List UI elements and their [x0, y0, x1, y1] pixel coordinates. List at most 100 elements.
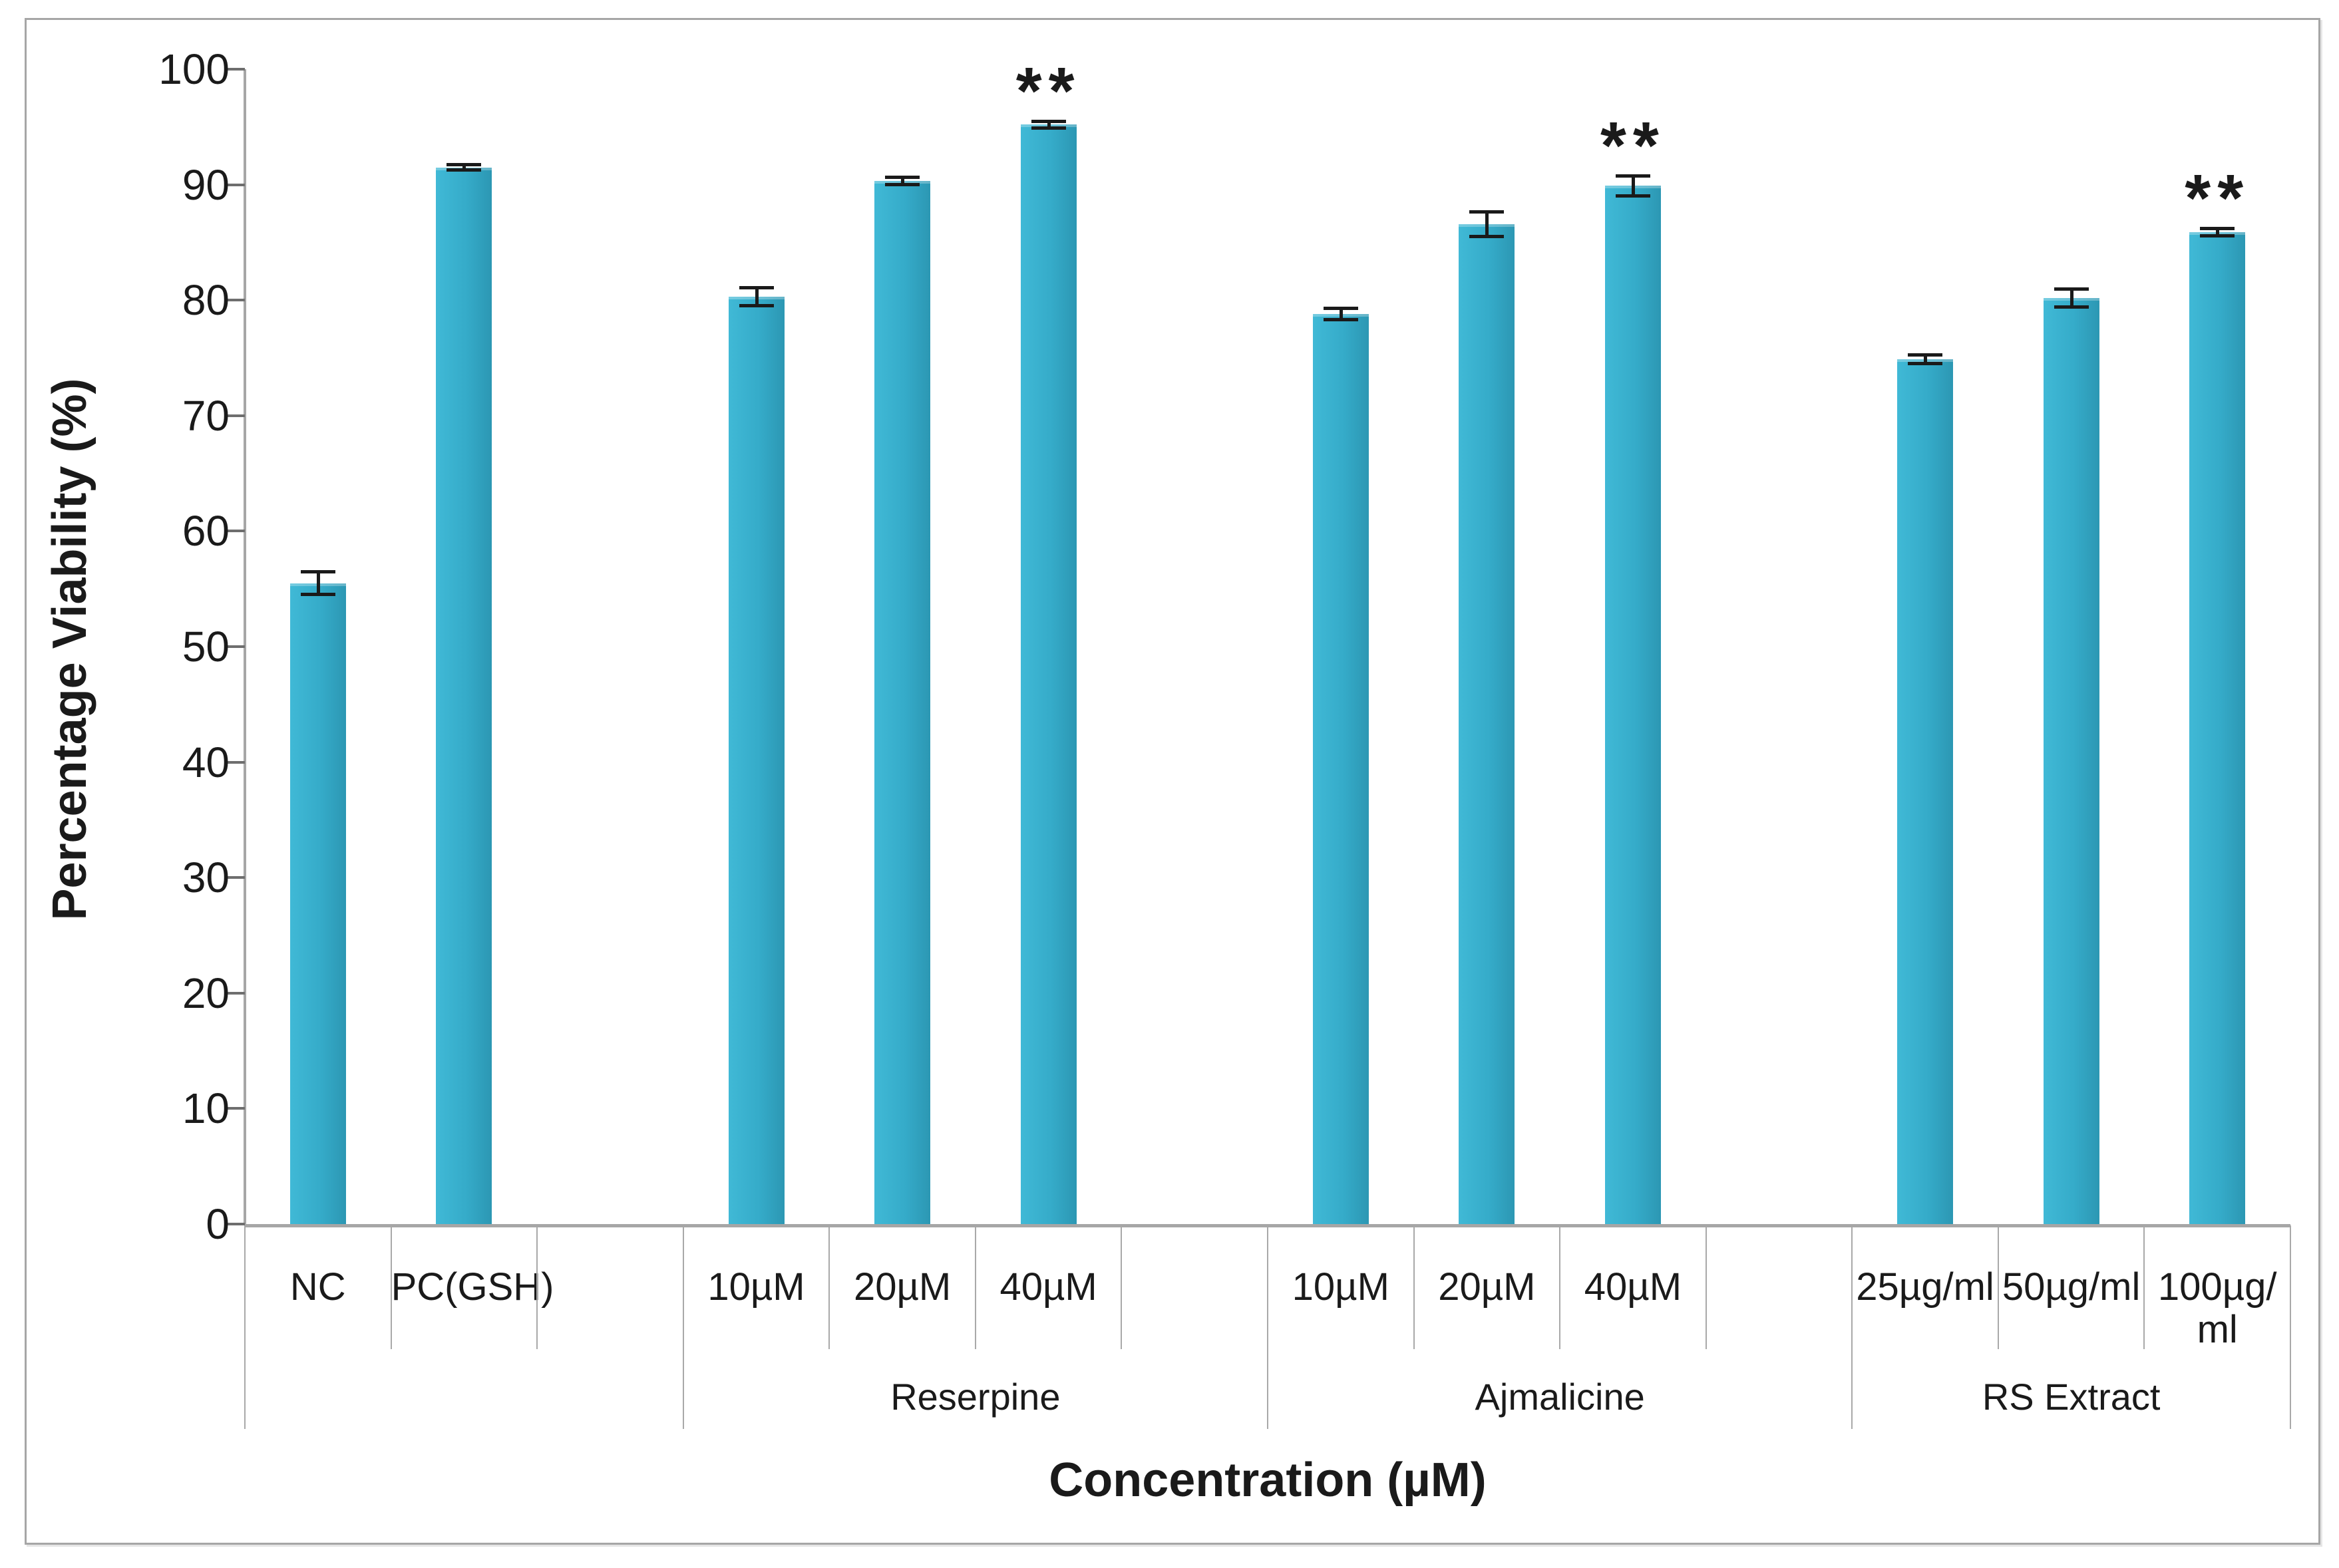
- bar: [1897, 359, 1954, 1224]
- bar: [874, 181, 931, 1224]
- y-tick-label: 0: [206, 1200, 230, 1248]
- category-separator: [1851, 1225, 1853, 1349]
- category-label: 20µM: [853, 1265, 952, 1309]
- error-bar-line: [1339, 308, 1343, 320]
- y-tick-mark: [226, 1223, 245, 1225]
- error-bar-cap-top: [1469, 210, 1505, 214]
- y-axis-line: [244, 69, 246, 1225]
- y-tick-mark: [226, 530, 245, 533]
- error-bar-line: [462, 164, 466, 170]
- error-bar-cap-bottom: [2054, 305, 2089, 309]
- category-label: 40µM: [999, 1265, 1097, 1309]
- category-label: 20µM: [1438, 1265, 1536, 1309]
- error-bar-cap-bottom: [2200, 234, 2235, 237]
- significance-marker: **: [1600, 108, 1666, 183]
- error-bar-cap-top: [2200, 226, 2235, 230]
- category-separator: [1121, 1225, 1123, 1349]
- error-bar-line: [755, 287, 759, 306]
- error-bar-line: [2216, 228, 2220, 236]
- error-bar-cap-top: [2054, 287, 2089, 291]
- significance-marker: **: [1015, 54, 1081, 129]
- y-tick-mark: [226, 876, 245, 879]
- y-tick-mark: [226, 68, 245, 71]
- error-bar-line: [2069, 288, 2073, 307]
- error-bar-cap-top: [1323, 307, 1358, 311]
- significance-marker: **: [2185, 160, 2250, 235]
- y-tick-mark: [226, 414, 245, 417]
- error-bar-cap-top: [739, 286, 774, 290]
- error-bar-line: [1631, 175, 1635, 196]
- error-bar-cap-top: [1031, 120, 1066, 124]
- error-bar-cap-bottom: [447, 168, 482, 172]
- error-bar-cap-top: [1615, 174, 1650, 178]
- y-tick-mark: [226, 760, 245, 764]
- group-label: Reserpine: [890, 1376, 1061, 1418]
- error-bar-cap-bottom: [1031, 126, 1066, 130]
- error-bar-cap-bottom: [1469, 234, 1505, 238]
- category-separator: [244, 1225, 246, 1349]
- bar: [289, 583, 346, 1224]
- category-separator: [974, 1225, 976, 1349]
- category-separator: [390, 1225, 392, 1349]
- error-bar-line: [316, 571, 320, 595]
- group-label: Ajmalicine: [1475, 1376, 1645, 1418]
- x-axis-baseline: [245, 1224, 2290, 1227]
- error-bar-cap-bottom: [300, 592, 335, 596]
- category-separator: [1705, 1225, 1707, 1349]
- bar: [436, 167, 492, 1224]
- bar: [2043, 297, 2099, 1224]
- y-tick-mark: [226, 183, 245, 186]
- error-bar-cap-bottom: [1908, 361, 1943, 365]
- bar: [728, 296, 785, 1224]
- y-tick-label: 50: [182, 623, 230, 671]
- y-tick-mark: [226, 1107, 245, 1110]
- error-bar-cap-bottom: [1615, 194, 1650, 198]
- group-separator: [244, 1349, 246, 1429]
- figure-border: [25, 18, 2320, 1545]
- category-separator: [828, 1225, 830, 1349]
- x-axis-title: Concentration (µM): [1049, 1454, 1487, 1507]
- error-bar-line: [1047, 121, 1051, 128]
- y-tick-label: 10: [182, 1084, 230, 1133]
- y-tick-mark: [226, 645, 245, 648]
- bar: [2189, 232, 2246, 1224]
- category-label: 10µM: [1292, 1265, 1389, 1309]
- bar: [1459, 224, 1515, 1224]
- category-separator: [2143, 1225, 2145, 1349]
- error-bar-cap-top: [885, 176, 920, 180]
- group-separator: [1851, 1349, 1853, 1429]
- category-label: 40µM: [1584, 1265, 1682, 1309]
- error-bar-cap-bottom: [739, 303, 774, 307]
- error-bar-cap-bottom: [1323, 317, 1358, 321]
- error-bar-cap-top: [1908, 353, 1943, 357]
- bar: [1604, 186, 1661, 1224]
- category-separator: [2290, 1225, 2291, 1349]
- y-tick-label: 60: [182, 507, 230, 555]
- category-label: 50µg/ml: [2002, 1265, 2141, 1309]
- error-bar-cap-top: [447, 163, 482, 167]
- category-separator: [1413, 1225, 1415, 1349]
- group-label: RS Extract: [1982, 1376, 2161, 1418]
- error-bar-line: [901, 177, 905, 186]
- category-separator: [1267, 1225, 1268, 1349]
- category-label: 25µg/ml: [1856, 1265, 1994, 1309]
- error-bar-line: [1924, 354, 1928, 364]
- y-tick-mark: [226, 991, 245, 995]
- y-tick-label: 20: [182, 969, 230, 1017]
- category-label: NC: [289, 1265, 346, 1309]
- error-bar-cap-bottom: [885, 183, 920, 187]
- category-separator: [536, 1225, 538, 1349]
- y-tick-label: 40: [182, 738, 230, 786]
- category-separator: [682, 1225, 684, 1349]
- error-bar-cap-top: [300, 570, 335, 574]
- category-separator: [1559, 1225, 1561, 1349]
- category-label: 100µg/ml: [2157, 1265, 2277, 1351]
- error-bar-line: [1485, 211, 1489, 237]
- y-tick-label: 90: [182, 160, 230, 209]
- category-separator: [1997, 1225, 1999, 1349]
- category-label: 10µM: [707, 1265, 805, 1309]
- group-separator: [2290, 1349, 2291, 1429]
- y-tick-label: 70: [182, 391, 230, 440]
- bar: [1020, 124, 1077, 1224]
